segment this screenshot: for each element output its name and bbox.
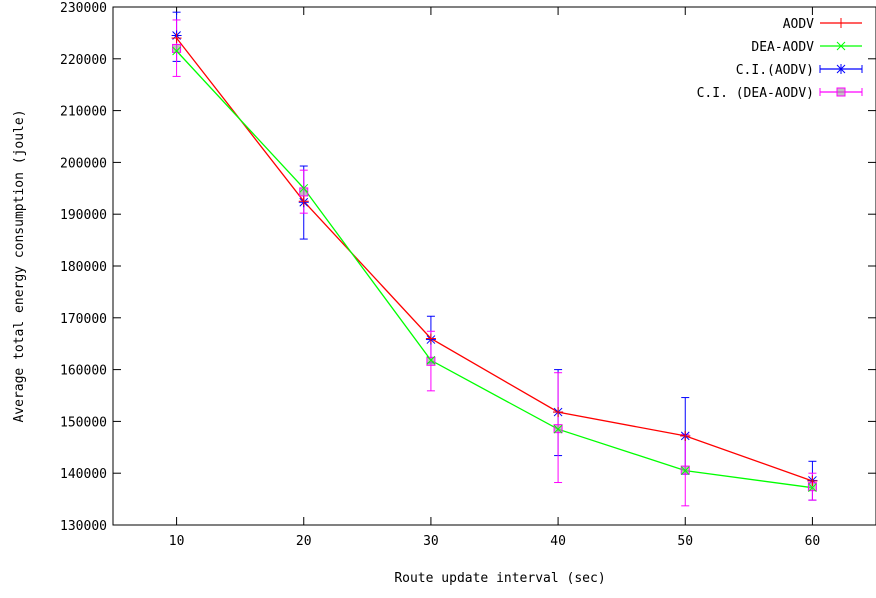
data-point bbox=[680, 466, 690, 475]
ci-mean-marker bbox=[172, 43, 182, 53]
ci-mean-marker bbox=[426, 356, 436, 366]
y-tick-label: 150000 bbox=[60, 415, 107, 430]
data-point bbox=[553, 407, 564, 418]
legend-label: AODV bbox=[783, 17, 814, 32]
x-tick-label: 30 bbox=[423, 534, 439, 549]
x-tick-label: 10 bbox=[169, 534, 185, 549]
legend-label: C.I. (DEA-AODV) bbox=[697, 86, 814, 101]
x-axis-title: Route update interval (sec) bbox=[394, 571, 605, 586]
data-point bbox=[680, 430, 691, 441]
legend-marker bbox=[836, 18, 846, 28]
data-point bbox=[425, 333, 436, 344]
legend-label: DEA-AODV bbox=[751, 40, 814, 55]
legend-marker bbox=[836, 64, 846, 74]
series-lines bbox=[176, 37, 813, 489]
legend-entry: C.I.(AODV) bbox=[736, 63, 863, 78]
x-tick-label: 50 bbox=[677, 534, 693, 549]
plot-frame bbox=[112, 6, 876, 526]
data-point bbox=[807, 475, 818, 486]
legend-marker bbox=[836, 87, 846, 97]
data-point bbox=[808, 483, 817, 493]
y-tick-label: 140000 bbox=[60, 467, 107, 482]
data-point bbox=[299, 183, 309, 193]
data-point bbox=[171, 33, 182, 44]
legend-entry: DEA-AODV bbox=[751, 40, 862, 55]
y-tick-label: 160000 bbox=[60, 364, 107, 379]
data-point bbox=[426, 355, 436, 365]
legend-marker bbox=[836, 41, 846, 51]
y-tick-label: 220000 bbox=[60, 53, 107, 68]
legend-entry: AODV bbox=[783, 17, 862, 32]
y-tick-label: 230000 bbox=[60, 1, 107, 16]
data-point bbox=[298, 196, 309, 207]
data-point bbox=[553, 424, 563, 434]
y-tick-label: 190000 bbox=[60, 208, 107, 223]
data-point bbox=[172, 46, 181, 56]
legend-entry: C.I. (DEA-AODV) bbox=[697, 86, 863, 101]
series-line bbox=[176, 37, 813, 482]
legend: AODV DEA-AODV C.I.(AODV) C.I. (DEA-AODV) bbox=[697, 17, 863, 101]
y-tick-label: 130000 bbox=[60, 519, 107, 534]
y-tick-label: 180000 bbox=[60, 260, 107, 275]
markers bbox=[171, 30, 818, 493]
ci-mean-marker bbox=[299, 187, 309, 197]
x-tick-label: 40 bbox=[550, 534, 566, 549]
x-tick-label: 60 bbox=[805, 534, 821, 549]
y-tick-label: 170000 bbox=[60, 312, 107, 327]
error-bars bbox=[172, 11, 817, 507]
ticks: 130000 140000 150000 160000 170000 180000 1900… bbox=[60, 1, 876, 549]
legend-label: C.I.(AODV) bbox=[736, 63, 814, 78]
y-tick-label: 200000 bbox=[60, 156, 107, 171]
y-axis-title: Average total energy consumption (joule) bbox=[12, 109, 27, 422]
y-tick-label: 210000 bbox=[60, 105, 107, 120]
series-line bbox=[176, 50, 813, 489]
x-tick-label: 20 bbox=[296, 534, 312, 549]
